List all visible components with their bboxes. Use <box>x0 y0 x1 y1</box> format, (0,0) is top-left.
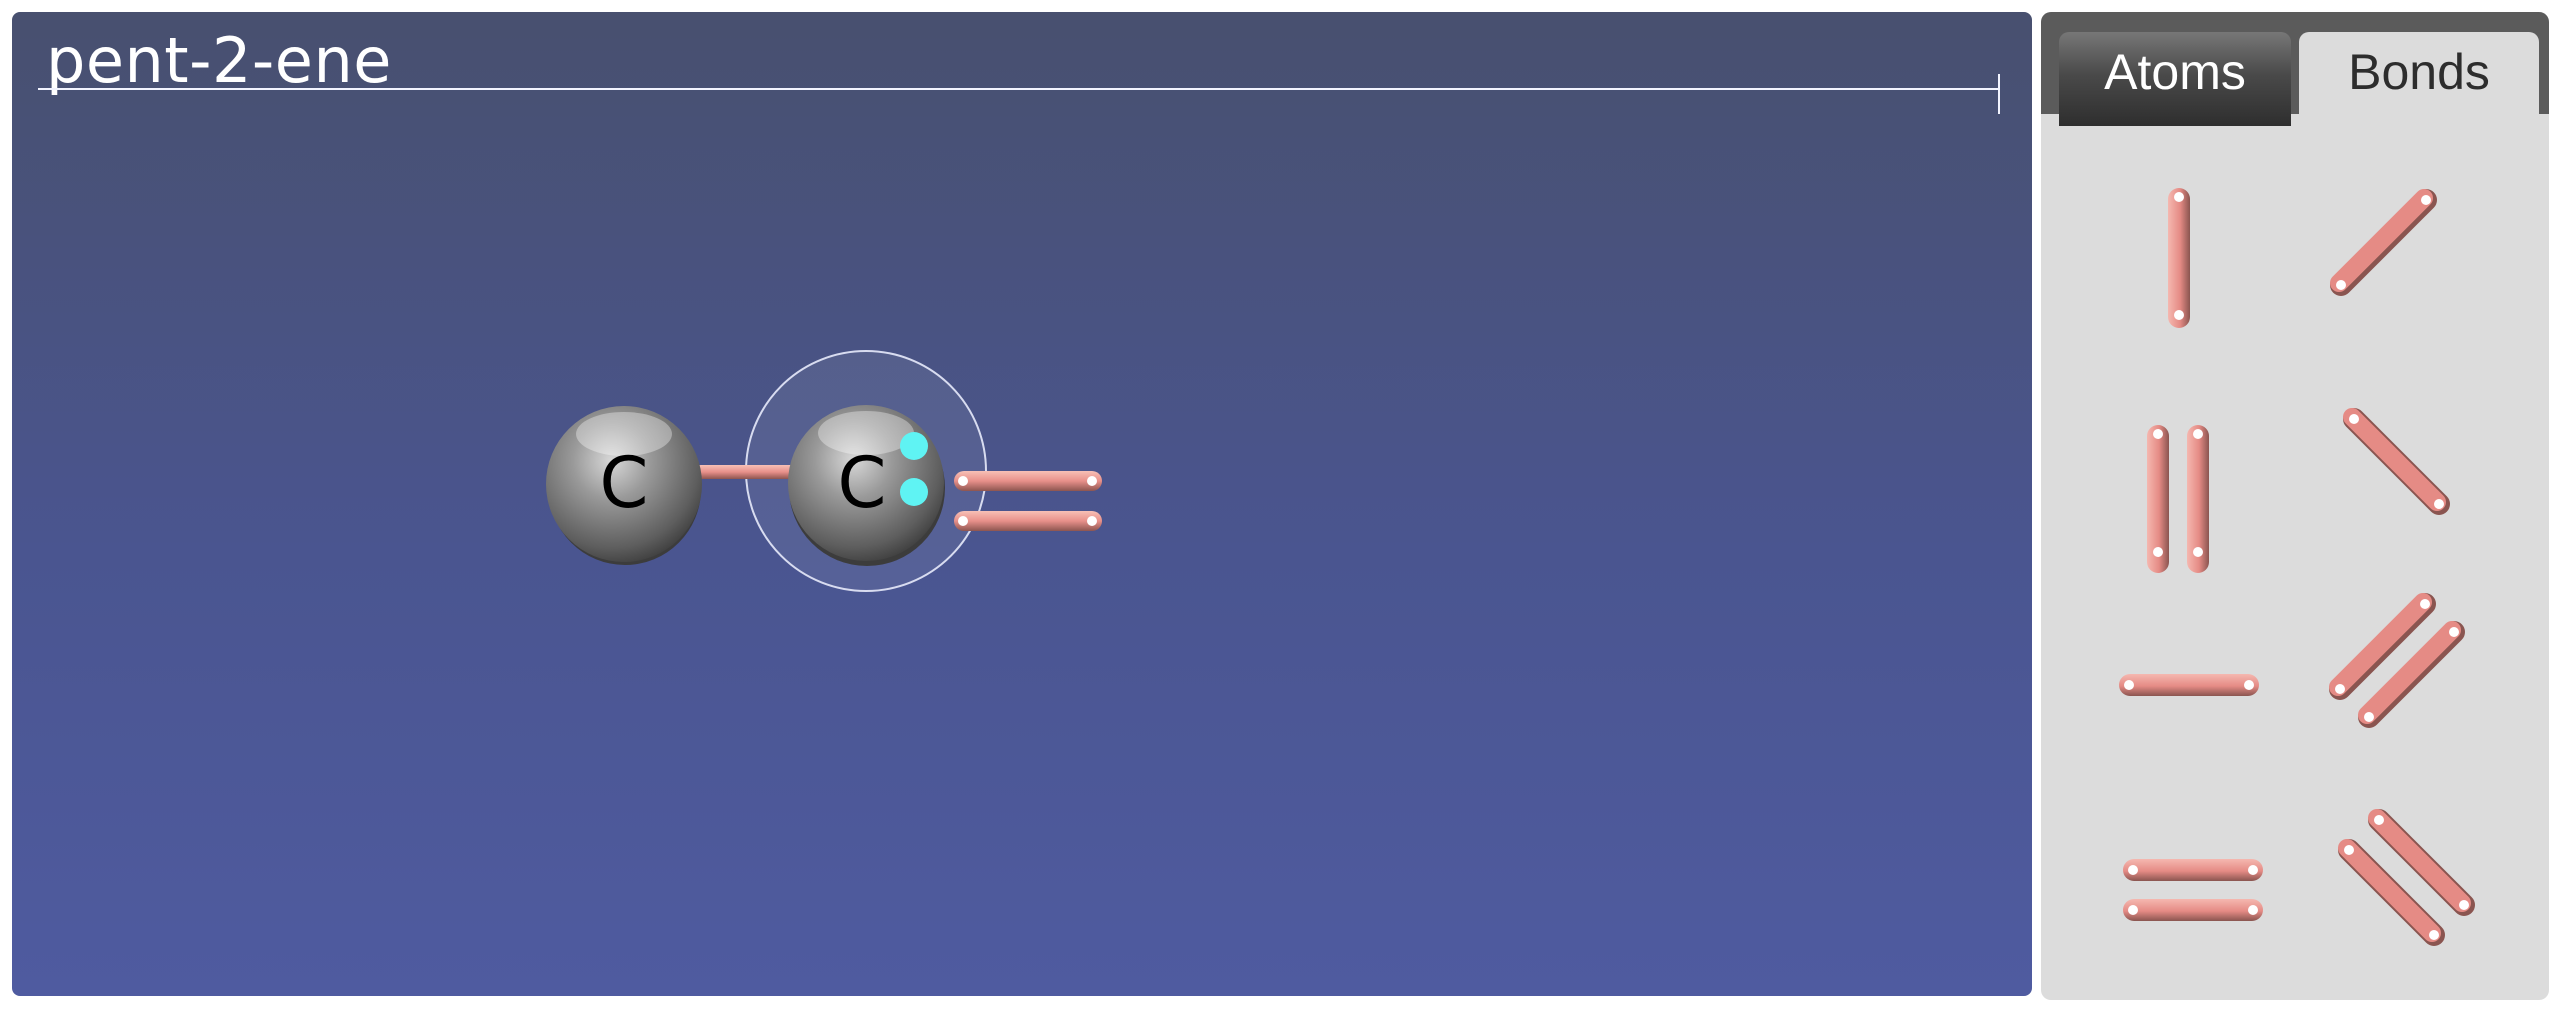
bond-tool-single-diagonal-down[interactable] <box>2343 408 2450 515</box>
bond-tools <box>2119 188 2475 946</box>
atom-label: C <box>838 442 887 524</box>
molecule-canvas[interactable]: pent-2-ene C <box>12 12 2032 996</box>
bond-tool-single-diagonal-up[interactable] <box>2330 189 2437 296</box>
atom-label: C <box>600 442 649 524</box>
bond-tool-double-diagonal-down[interactable] <box>2338 809 2475 946</box>
open-valence-dot[interactable] <box>900 478 928 506</box>
single-bond[interactable] <box>694 465 814 479</box>
bond-tool-double-horizontal[interactable] <box>2123 859 2263 921</box>
molecule-name: pent-2-ene <box>46 24 392 97</box>
atom-carbon-1[interactable]: C <box>546 406 702 565</box>
tab-bonds[interactable]: Bonds <box>2299 32 2539 126</box>
tool-panel: Atoms Bonds <box>2041 12 2549 1000</box>
pending-double-bond[interactable] <box>954 471 1102 531</box>
tab-atoms[interactable]: Atoms <box>2059 32 2291 126</box>
title-underline-tick <box>1998 74 2000 114</box>
title-underline <box>38 88 2000 90</box>
bond-tool-double-diagonal-up[interactable] <box>2329 593 2465 728</box>
bond-tool-double-vertical[interactable] <box>2147 425 2209 573</box>
atom-carbon-2[interactable]: C <box>788 405 945 566</box>
bond-tool-single-vertical[interactable] <box>2168 188 2190 328</box>
bond-tool-single-horizontal[interactable] <box>2119 674 2259 696</box>
molecule-structure: C C <box>546 350 1102 592</box>
open-valence-dot[interactable] <box>900 432 928 460</box>
